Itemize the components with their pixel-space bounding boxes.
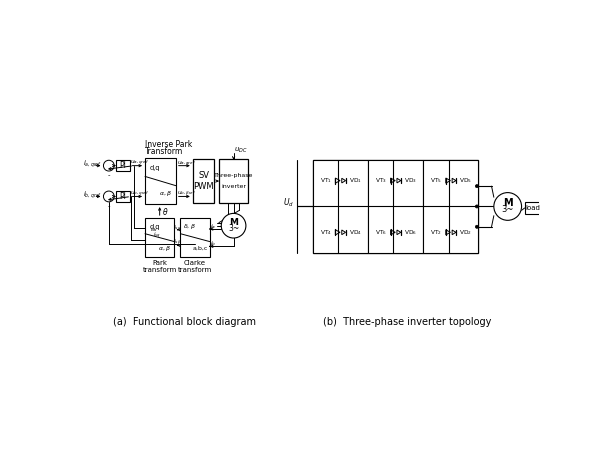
Circle shape bbox=[103, 160, 114, 171]
Text: $i_{s\beta}$: $i_{s\beta}$ bbox=[173, 238, 182, 248]
Bar bbox=[219, 159, 248, 202]
Text: VD$_1$: VD$_1$ bbox=[349, 176, 361, 185]
Circle shape bbox=[103, 191, 114, 202]
Bar bbox=[423, 160, 478, 252]
Text: Transform: Transform bbox=[145, 147, 183, 156]
Bar bbox=[145, 158, 176, 204]
Text: $\theta$: $\theta$ bbox=[162, 206, 169, 216]
Text: VT$_1$: VT$_1$ bbox=[320, 176, 332, 185]
Bar bbox=[313, 160, 368, 252]
Text: Inverse Park: Inverse Park bbox=[145, 140, 192, 148]
Text: VD$_4$: VD$_4$ bbox=[349, 228, 361, 237]
Bar bbox=[313, 160, 478, 252]
Text: $i_{a,qref}$: $i_{a,qref}$ bbox=[83, 158, 101, 170]
Text: VD$_6$: VD$_6$ bbox=[404, 228, 416, 237]
Text: 3~: 3~ bbox=[228, 224, 239, 233]
Text: $\alpha,\beta$: $\alpha,\beta$ bbox=[158, 244, 172, 253]
Text: transform: transform bbox=[143, 266, 177, 273]
Text: $i_{b,qref}$: $i_{b,qref}$ bbox=[83, 189, 102, 201]
Circle shape bbox=[475, 205, 478, 208]
Text: PI: PI bbox=[119, 192, 126, 201]
Text: inverter: inverter bbox=[221, 184, 246, 189]
Text: VT$_6$: VT$_6$ bbox=[375, 228, 387, 237]
Text: Park: Park bbox=[152, 261, 167, 266]
Text: $i_b$: $i_b$ bbox=[211, 239, 217, 248]
Text: VT$_4$: VT$_4$ bbox=[320, 228, 332, 237]
Text: 3~: 3~ bbox=[502, 205, 514, 214]
Text: transform: transform bbox=[178, 266, 212, 273]
Text: $u_{a,aref}$: $u_{a,aref}$ bbox=[176, 160, 196, 167]
Text: (a)  Functional block diagram: (a) Functional block diagram bbox=[113, 317, 256, 327]
Text: Clarke: Clarke bbox=[184, 261, 206, 266]
Text: $\delta,\beta$: $\delta,\beta$ bbox=[184, 222, 196, 231]
Text: $u_{b,qref}$: $u_{b,qref}$ bbox=[130, 189, 149, 199]
Text: $\alpha,\beta$: $\alpha,\beta$ bbox=[160, 189, 173, 198]
Text: VD$_2$: VD$_2$ bbox=[459, 228, 472, 237]
Text: $i_{sq}$: $i_{sq}$ bbox=[153, 230, 161, 241]
Text: M: M bbox=[229, 218, 238, 227]
Bar bbox=[116, 160, 130, 171]
Text: VD$_5$: VD$_5$ bbox=[459, 176, 472, 185]
Text: VD$_3$: VD$_3$ bbox=[404, 176, 416, 185]
Circle shape bbox=[221, 213, 246, 238]
Bar bbox=[145, 218, 174, 257]
Text: $i_a$: $i_a$ bbox=[211, 222, 217, 231]
Text: $u_{DC}$: $u_{DC}$ bbox=[235, 146, 248, 155]
Bar bbox=[193, 159, 214, 202]
Text: $U_d$: $U_d$ bbox=[283, 196, 293, 209]
Text: VT$_5$: VT$_5$ bbox=[430, 176, 442, 185]
Text: (b)  Three-phase inverter topology: (b) Three-phase inverter topology bbox=[323, 317, 492, 327]
Text: load: load bbox=[525, 205, 540, 211]
Text: a,b,c: a,b,c bbox=[193, 246, 208, 251]
Text: Three-phase: Three-phase bbox=[214, 173, 253, 178]
Text: $i_{sd}$: $i_{sd}$ bbox=[150, 225, 158, 234]
Text: PWM: PWM bbox=[193, 182, 214, 191]
Text: -: - bbox=[107, 203, 110, 209]
Bar bbox=[368, 160, 423, 252]
Text: VT$_2$: VT$_2$ bbox=[430, 228, 442, 237]
Text: $u_{b,\beta ref}$: $u_{b,\beta ref}$ bbox=[176, 189, 196, 199]
Text: SV: SV bbox=[198, 171, 209, 180]
Circle shape bbox=[494, 193, 521, 220]
Bar bbox=[524, 202, 540, 214]
Bar bbox=[116, 191, 130, 202]
Text: $i_{s\alpha}$: $i_{s\alpha}$ bbox=[173, 223, 182, 232]
Text: -: - bbox=[107, 173, 110, 179]
Text: d,q: d,q bbox=[149, 165, 160, 171]
Text: $u_{a,qref}$: $u_{a,qref}$ bbox=[130, 159, 149, 168]
Text: VT$_3$: VT$_3$ bbox=[375, 176, 387, 185]
Bar bbox=[181, 218, 210, 257]
Circle shape bbox=[475, 184, 478, 188]
Text: PI: PI bbox=[119, 161, 126, 170]
Circle shape bbox=[475, 225, 478, 228]
Text: d,q: d,q bbox=[149, 224, 160, 230]
Text: M: M bbox=[503, 198, 512, 207]
